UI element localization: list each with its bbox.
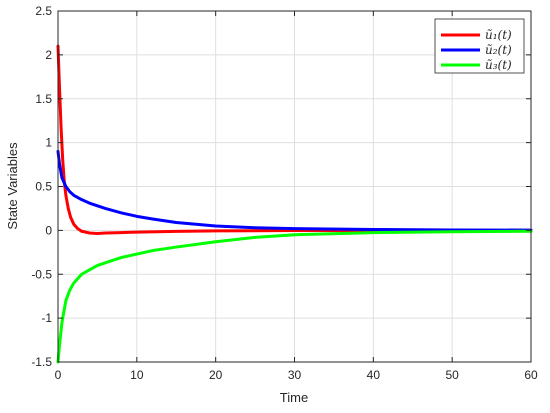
legend: ũ₁(t)ũ₂(t)ũ₃(t) bbox=[434, 18, 525, 74]
y-tick-label: -1.5 bbox=[31, 355, 52, 369]
y-axis-label: State Variables bbox=[5, 142, 20, 230]
series-line-1 bbox=[56, 44, 533, 235]
legend-label-3: ũ₃(t) bbox=[485, 58, 512, 72]
series-line-3 bbox=[56, 229, 533, 364]
x-tick-label: 0 bbox=[55, 368, 62, 382]
x-tick-label: 60 bbox=[524, 368, 538, 382]
legend-label-1: ũ₁(t) bbox=[485, 28, 512, 42]
data-series bbox=[56, 44, 533, 364]
y-tick-label: 2 bbox=[45, 48, 52, 62]
y-tick-label: -1 bbox=[41, 311, 52, 325]
x-tick-label: 10 bbox=[130, 368, 144, 382]
x-axis-label: Time bbox=[280, 390, 308, 405]
x-tick-label: 50 bbox=[445, 368, 459, 382]
x-tick-label: 30 bbox=[288, 368, 302, 382]
x-tick-label: 20 bbox=[209, 368, 223, 382]
y-axis-ticks: -1.5 -1 -0.5 0 0.5 1 1.5 2 2.5 bbox=[31, 4, 531, 369]
y-tick-label: 1.5 bbox=[35, 92, 52, 106]
y-tick-label: 0.5 bbox=[35, 180, 52, 194]
y-tick-label: -0.5 bbox=[31, 267, 52, 281]
legend-label-2: ũ₂(t) bbox=[485, 43, 512, 57]
series-line-2 bbox=[56, 149, 533, 232]
y-tick-label: 1 bbox=[45, 136, 52, 150]
y-tick-label: 2.5 bbox=[35, 4, 52, 18]
x-axis-ticks: 0 10 20 30 40 50 60 bbox=[55, 11, 538, 382]
y-tick-label: 0 bbox=[45, 223, 52, 237]
x-tick-label: 40 bbox=[367, 368, 381, 382]
